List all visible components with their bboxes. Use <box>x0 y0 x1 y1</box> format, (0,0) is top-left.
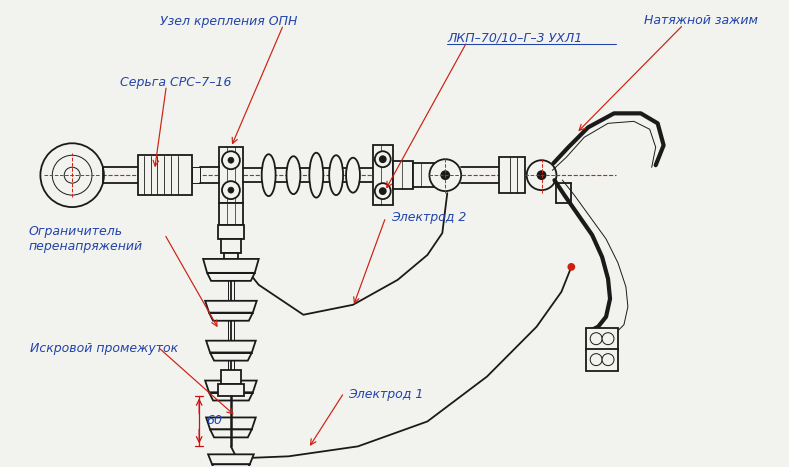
Text: Электрод 2: Электрод 2 <box>391 211 466 224</box>
Bar <box>219 203 243 225</box>
Text: Натяжной зажим: Натяжной зажим <box>644 14 757 27</box>
Text: Серьга СРС–7–16: Серьга СРС–7–16 <box>120 76 231 89</box>
Circle shape <box>64 167 80 183</box>
Text: 60: 60 <box>206 414 222 427</box>
Circle shape <box>40 143 104 207</box>
Polygon shape <box>209 393 252 401</box>
Circle shape <box>380 188 386 194</box>
Text: Электрод 1: Электрод 1 <box>348 388 424 401</box>
Polygon shape <box>206 341 256 353</box>
Circle shape <box>590 354 602 366</box>
Bar <box>221 239 241 253</box>
Circle shape <box>52 155 92 195</box>
Ellipse shape <box>309 153 323 198</box>
Bar <box>218 225 244 239</box>
Polygon shape <box>208 273 255 281</box>
Text: Искровой промежуток: Искровой промежуток <box>31 342 178 355</box>
Ellipse shape <box>346 158 360 192</box>
Circle shape <box>222 181 240 199</box>
Circle shape <box>537 171 545 179</box>
Circle shape <box>375 183 391 199</box>
Polygon shape <box>209 313 252 321</box>
Bar <box>219 147 243 203</box>
Polygon shape <box>210 430 252 438</box>
Polygon shape <box>208 454 254 464</box>
Circle shape <box>602 333 614 345</box>
Ellipse shape <box>286 156 301 194</box>
Ellipse shape <box>262 154 275 196</box>
Text: ЛКП–70/10–Г–3 УХЛ1: ЛКП–70/10–Г–3 УХЛ1 <box>447 31 582 44</box>
Circle shape <box>441 171 449 179</box>
Circle shape <box>228 157 234 163</box>
Polygon shape <box>203 259 259 273</box>
Circle shape <box>568 264 574 270</box>
Bar <box>586 349 618 371</box>
Ellipse shape <box>329 155 343 195</box>
Circle shape <box>380 156 386 162</box>
Bar <box>586 328 618 350</box>
Polygon shape <box>205 381 256 393</box>
Bar <box>393 161 413 189</box>
Bar <box>221 369 241 383</box>
Circle shape <box>590 333 602 345</box>
Bar <box>137 155 193 195</box>
Text: Ограничитель
перенапряжений: Ограничитель перенапряжений <box>28 225 143 253</box>
Polygon shape <box>205 301 256 313</box>
Polygon shape <box>210 353 252 361</box>
Circle shape <box>602 354 614 366</box>
Bar <box>224 253 237 263</box>
Text: Узел крепления ОПН: Узел крепления ОПН <box>160 15 297 28</box>
Circle shape <box>429 159 462 191</box>
Polygon shape <box>212 464 250 467</box>
Circle shape <box>222 151 240 169</box>
Circle shape <box>527 160 556 190</box>
Bar <box>499 157 525 193</box>
Bar <box>373 145 393 205</box>
Bar <box>413 163 435 187</box>
Circle shape <box>375 151 391 167</box>
Circle shape <box>228 187 234 193</box>
Polygon shape <box>206 417 256 430</box>
Bar <box>218 383 244 396</box>
Bar <box>193 167 200 183</box>
